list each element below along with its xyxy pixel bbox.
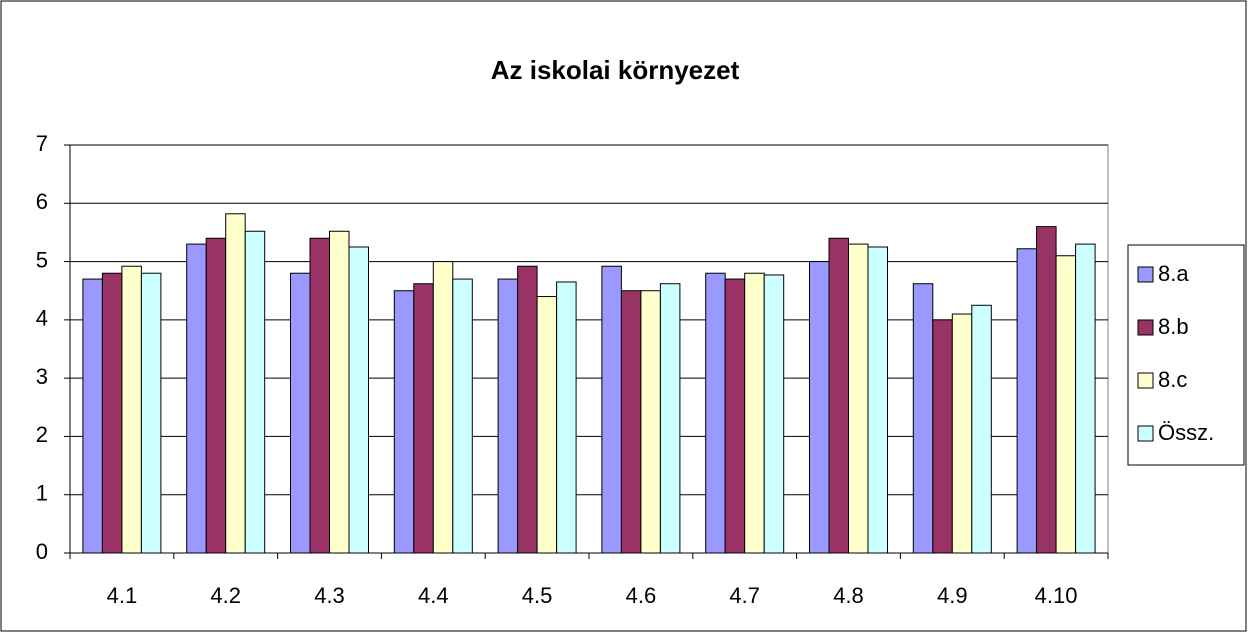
bar bbox=[536, 296, 558, 554]
legend-swatch bbox=[1137, 319, 1154, 336]
y-tick-label: 0 bbox=[36, 539, 48, 564]
bar bbox=[225, 213, 246, 554]
bar bbox=[659, 283, 681, 554]
bar bbox=[452, 278, 473, 554]
bar bbox=[971, 304, 992, 554]
bar bbox=[809, 261, 830, 554]
bar bbox=[517, 265, 538, 554]
bar bbox=[1075, 243, 1096, 554]
legend-label: 8.a bbox=[1158, 261, 1189, 286]
bar bbox=[828, 237, 849, 554]
bar bbox=[744, 272, 765, 554]
x-tick-label: 4.2 bbox=[210, 583, 241, 608]
x-tick-label: 4.5 bbox=[522, 583, 553, 608]
legend-label: 8.b bbox=[1158, 314, 1189, 339]
chart-title: Az iskolai környezet bbox=[491, 55, 740, 85]
bar bbox=[620, 290, 642, 554]
bar bbox=[932, 319, 953, 554]
y-tick-label: 1 bbox=[36, 481, 48, 506]
legend-swatch bbox=[1137, 372, 1154, 389]
bar bbox=[848, 243, 869, 554]
bar bbox=[244, 230, 266, 554]
bar bbox=[1036, 226, 1057, 554]
bar bbox=[951, 313, 973, 554]
x-tick-label: 4.3 bbox=[314, 583, 345, 608]
bar bbox=[348, 246, 369, 554]
y-tick-label: 7 bbox=[36, 131, 48, 156]
x-tick-label: 4.7 bbox=[729, 583, 760, 608]
legend-swatch bbox=[1137, 266, 1154, 283]
y-tick-label: 5 bbox=[36, 247, 48, 272]
bar bbox=[867, 246, 888, 554]
bar bbox=[121, 265, 142, 554]
x-tick-label: 4.6 bbox=[626, 583, 657, 608]
bar bbox=[432, 261, 454, 554]
bar bbox=[1055, 255, 1077, 554]
bar bbox=[724, 278, 746, 554]
bar bbox=[205, 237, 227, 554]
y-tick-label: 3 bbox=[36, 364, 48, 389]
bar bbox=[705, 272, 726, 554]
bar bbox=[186, 243, 207, 554]
bar bbox=[393, 290, 415, 554]
y-tick-label: 2 bbox=[36, 422, 48, 447]
y-tick-label: 6 bbox=[36, 189, 48, 214]
x-tick-label: 4.9 bbox=[937, 583, 968, 608]
bar bbox=[413, 283, 434, 554]
bar bbox=[329, 230, 350, 554]
bar bbox=[912, 283, 934, 554]
legend-swatch bbox=[1137, 425, 1154, 442]
y-tick-label: 4 bbox=[36, 306, 48, 331]
legend-label: 8.c bbox=[1158, 367, 1187, 392]
bar bbox=[1016, 248, 1038, 554]
bar bbox=[309, 237, 330, 554]
x-tick-label: 4.1 bbox=[107, 583, 138, 608]
bar bbox=[140, 272, 162, 554]
bar bbox=[101, 272, 123, 554]
x-tick-label: 4.8 bbox=[833, 583, 864, 608]
bar bbox=[290, 272, 311, 554]
bar bbox=[601, 265, 622, 554]
bar bbox=[497, 278, 519, 554]
legend-label: Össz. bbox=[1158, 420, 1214, 445]
bar bbox=[640, 290, 661, 554]
x-tick-label: 4.10 bbox=[1035, 583, 1078, 608]
x-tick-label: 4.4 bbox=[418, 583, 449, 608]
bar bbox=[556, 281, 577, 554]
bar bbox=[82, 278, 103, 554]
bar bbox=[763, 274, 785, 554]
